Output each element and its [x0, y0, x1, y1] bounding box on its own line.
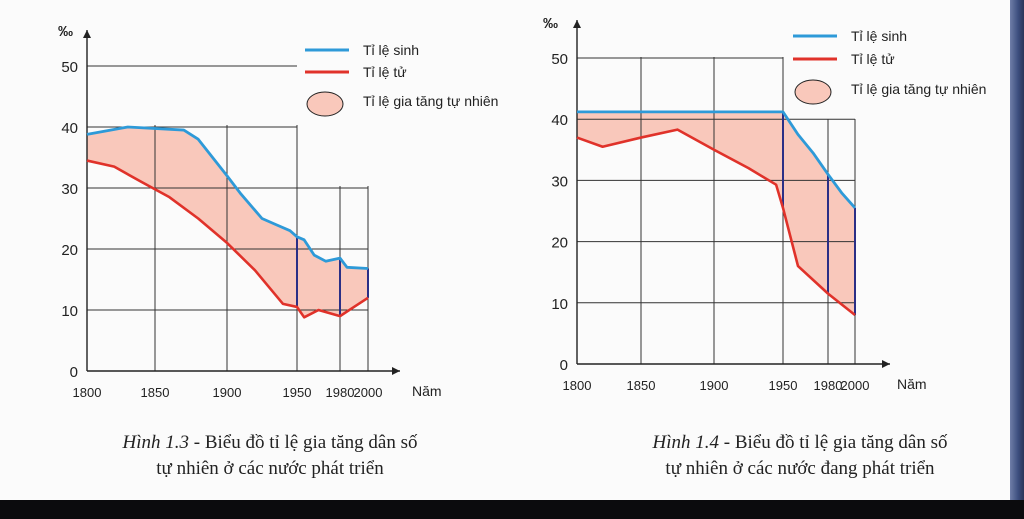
x-tick-label: 1850 [627, 378, 656, 393]
x-tick-label: 1980 [814, 378, 843, 393]
y-tick-label: 50 [551, 51, 568, 68]
x-tick-label: 2000 [354, 385, 383, 400]
y-tick-label: 30 [61, 181, 78, 198]
y-axis-label: ‰ [58, 23, 73, 40]
y-tick-label: 40 [551, 112, 568, 129]
y-tick-label: 0 [70, 364, 78, 381]
legend-increase-swatch [306, 91, 344, 117]
caption-1-fig: Hình 1.3 [122, 432, 190, 453]
window-edge [1010, 0, 1024, 500]
y-tick-label: 10 [61, 303, 78, 320]
caption-1: Hình 1.3 - Biểu đồ tỉ lệ gia tăng dân số… [40, 430, 500, 482]
birth-rate-line [577, 110, 857, 209]
legend: Tỉ lệ sinh Tỉ lệ tử Tỉ lệ gia tăng tự nhiê… [305, 42, 498, 117]
caption-2: Hình 1.4 - Biểu đồ tỉ lệ gia tăng dân số… [560, 430, 1024, 482]
caption-2-fig: Hình 1.4 [652, 432, 720, 453]
birth-rate-line [86, 125, 369, 270]
y-tick-label: 10 [551, 296, 568, 313]
death-rate-line [576, 128, 856, 317]
x-tick-label: 1950 [283, 385, 312, 400]
natural-increase-area [577, 111, 855, 316]
x-axis-label: Năm [412, 383, 442, 399]
y-tick-label: 40 [61, 120, 78, 137]
x-tick-label: 2000 [841, 378, 870, 393]
y-tick-label: 20 [61, 242, 78, 259]
legend-increase-swatch [794, 79, 832, 105]
y-tick-label: 0 [560, 357, 568, 374]
y-axis-arrow [83, 30, 91, 38]
legend-death-label: Tỉ lệ tử [363, 64, 407, 80]
y-tick-label: 30 [551, 173, 568, 190]
x-tick-label: 1800 [563, 378, 592, 393]
x-axis-arrow [392, 367, 400, 375]
chart-1: 0 10 20 30 40 50 1800 1850 1900 1950 1980 2000 ‰ Năm T… [58, 23, 498, 400]
caption-1-line1: - Biểu đồ tỉ lệ gia tăng dân số [193, 432, 418, 453]
x-tick-label: 1800 [73, 385, 102, 400]
x-tick-label: 1850 [141, 385, 170, 400]
y-axis-label: ‰ [543, 15, 558, 32]
legend-increase-label: Tỉ lệ gia tăng tự nhiên [851, 81, 986, 97]
y-tick-label: 20 [551, 235, 568, 252]
caption-2-line1: - Biểu đồ tỉ lệ gia tăng dân số [723, 432, 948, 453]
grid [577, 57, 856, 364]
x-tick-label: 1950 [769, 378, 798, 393]
y-axis-arrow [573, 20, 581, 28]
death-rate-line [86, 159, 369, 319]
y-tick-label: 50 [61, 59, 78, 76]
caption-1-line2: tự nhiên ở các nước phát triển [156, 458, 384, 479]
x-tick-label: 1980 [326, 385, 355, 400]
bottom-bar [0, 500, 1024, 519]
legend-increase-label: Tỉ lệ gia tăng tự nhiên [363, 93, 498, 109]
x-tick-label: 1900 [213, 385, 242, 400]
caption-2-line2: tự nhiên ở các nước đang phát triển [665, 458, 935, 479]
legend-birth-label: Tỉ lệ sinh [851, 28, 907, 44]
x-tick-label: 1900 [700, 378, 729, 393]
legend-birth-label: Tỉ lệ sinh [363, 42, 419, 58]
x-axis-arrow [882, 360, 890, 368]
legend-death-label: Tỉ lệ tử [851, 51, 895, 67]
legend: Tỉ lệ sinh Tỉ lệ tử Tỉ lệ gia tăng tự nhiê… [793, 28, 986, 105]
x-axis-label: Năm [897, 376, 927, 392]
